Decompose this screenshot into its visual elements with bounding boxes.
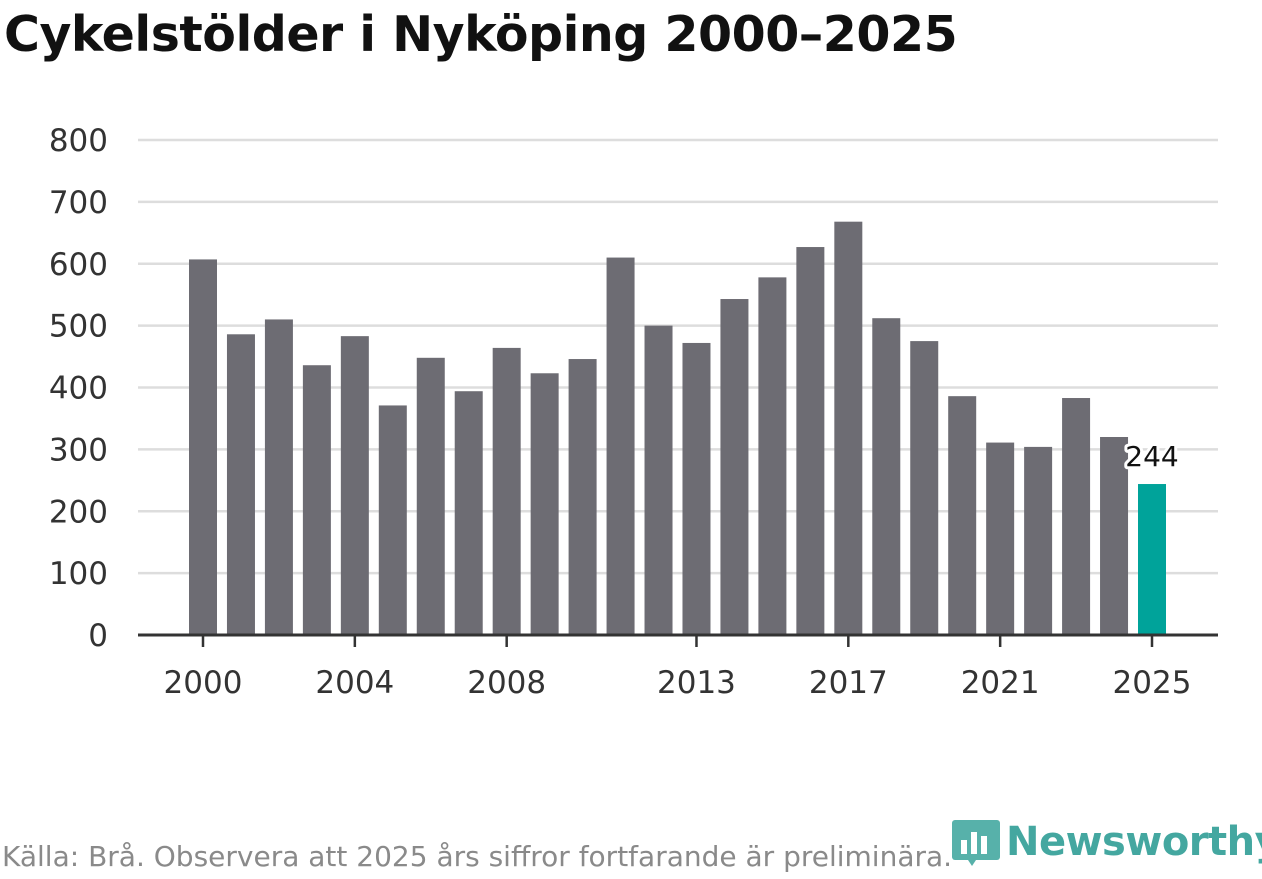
x-axis-ticks: 2000 2004 2008 2013 2017 2021 2025 (164, 635, 1192, 701)
bar-2006 (416, 357, 445, 635)
chart-logo-icon (952, 820, 1000, 866)
bar-2016 (796, 247, 825, 635)
bar-2000 (189, 259, 217, 635)
y-tick-label: 200 (49, 494, 108, 530)
y-tick-label: 400 (49, 371, 108, 407)
bar-2018 (872, 318, 901, 635)
bar-2009 (530, 373, 559, 635)
bar-2007 (454, 391, 483, 635)
y-tick-label: 500 (49, 309, 108, 345)
x-tick-label: 2025 (1113, 665, 1192, 701)
bar-2012 (644, 325, 673, 635)
bar-2024 (1100, 437, 1129, 635)
newsworthy-logo: Newsworthy (952, 818, 1262, 866)
bar-2023 (1062, 398, 1091, 635)
bar-2022 (1024, 446, 1053, 635)
bar-2001 (226, 334, 255, 635)
x-tick-label: 2021 (961, 665, 1040, 701)
y-tick-label: 600 (49, 247, 108, 283)
x-tick-label: 2008 (467, 665, 546, 701)
data-labels: 244 (1122, 437, 1181, 476)
x-tick-label: 2017 (809, 665, 888, 701)
y-tick-label: 300 (49, 432, 108, 468)
chart-title: Cykelstölder i Nyköping 2000–2025 (4, 6, 958, 63)
bar-2013 (682, 342, 711, 635)
y-axis-ticks: 0 100 200 300 400 500 600 700 800 (49, 123, 108, 654)
bar-2011 (606, 257, 635, 635)
y-tick-label: 800 (49, 123, 108, 159)
bars (189, 221, 1166, 636)
bar-2019 (910, 341, 939, 635)
bar-2010 (568, 359, 597, 635)
bar-2004 (340, 336, 369, 635)
bar-2005 (378, 405, 407, 635)
bar-2025 (1138, 484, 1166, 635)
y-tick-label: 100 (49, 556, 108, 592)
bar-2021 (986, 442, 1015, 635)
y-tick-label: 700 (49, 185, 108, 221)
bar-2008 (492, 347, 521, 635)
y-tick-label: 0 (88, 618, 108, 654)
x-tick-label: 2013 (657, 665, 736, 701)
bar-2002 (264, 319, 293, 635)
gridlines (138, 138, 1218, 575)
data-label-2025: 244 (1125, 440, 1178, 473)
bar-2003 (302, 365, 331, 635)
x-tick-label: 2004 (315, 665, 394, 701)
bar-2017 (834, 221, 863, 636)
bar-2015 (758, 277, 787, 635)
bar-2020 (948, 396, 977, 635)
brand-name: Newsworthy (1006, 819, 1262, 865)
bar-2014 (720, 299, 749, 635)
source-note: Källa: Brå. Observera att 2025 års siffr… (2, 840, 953, 873)
x-tick-label: 2000 (164, 665, 243, 701)
